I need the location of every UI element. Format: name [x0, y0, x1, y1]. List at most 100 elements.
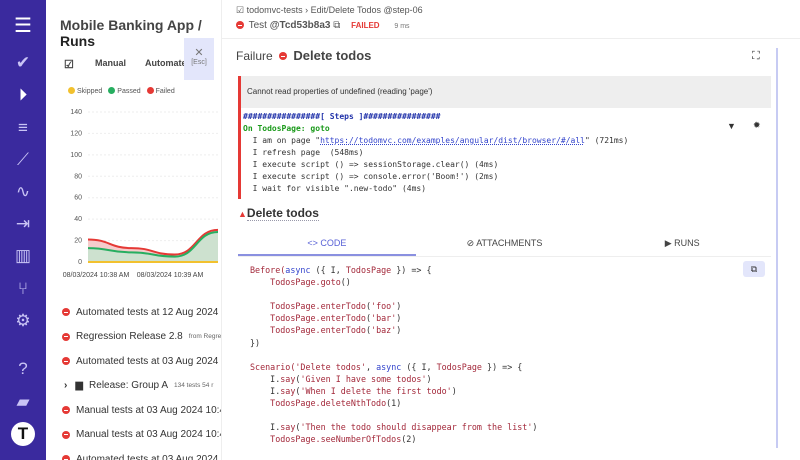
code-token: Before(: [250, 265, 286, 275]
run-item[interactable]: Automated tests at 12 Aug 2024 05: [62, 300, 221, 325]
runs-chart: 0 20 40 60 80 100 120 140 08/03/2024 10:38 AM 08/…: [63, 109, 219, 279]
x-tick-label: 08/03/2024 10:39 AM: [137, 272, 204, 279]
code-token: (: [365, 301, 372, 312]
failed-icon: [62, 406, 70, 415]
run-item[interactable]: Automated tests at 03 Aug 2024 10: [62, 447, 221, 460]
code-token: (2): [401, 434, 417, 445]
code-block: Before(async ({ I, TodosPage }) => { Tod…: [250, 264, 537, 445]
steps-log: ################[ Steps ]###############…: [241, 108, 771, 198]
step-group: On TodosPage: goto: [243, 124, 330, 133]
code-token: I.: [250, 385, 281, 396]
chevron-right-icon[interactable]: ›: [64, 380, 68, 392]
tab-automated[interactable]: Automated: [145, 58, 192, 68]
run-item[interactable]: › ▆ Release: Group A 134 tests 54 r: [62, 374, 221, 399]
close-icon: ✕: [194, 47, 204, 59]
step-line: I execute script () => console.error('Bo…: [243, 172, 499, 181]
scrollbar[interactable]: [776, 48, 778, 448]
pulse-icon[interactable]: ∿: [15, 182, 31, 201]
code-token: ): [396, 313, 402, 324]
play-icon: ▶: [664, 238, 672, 248]
run-item[interactable]: Manual tests at 03 Aug 2024 10:43: [62, 398, 221, 423]
code-token: (: [365, 325, 372, 336]
code-token: }) => {: [391, 265, 432, 275]
code-token: (: [295, 373, 301, 384]
menu-icon[interactable]: ☰: [14, 15, 32, 37]
code-token: 'Then the todo should disappear from the…: [300, 422, 533, 433]
run-item[interactable]: Manual tests at 03 Aug 2024 10:42: [62, 423, 222, 448]
code-token: (: [365, 313, 372, 324]
breadcrumb-suite[interactable]: todomvc-tests: [246, 5, 303, 15]
copy-icon[interactable]: ⧉: [333, 20, 341, 31]
steps-icon[interactable]: ⟋: [17, 150, 29, 169]
code-token: 'foo': [371, 301, 397, 312]
suite-icon: ☑: [236, 5, 245, 15]
analytics-icon[interactable]: ▥: [14, 246, 32, 265]
gear-icon[interactable]: ⚙: [15, 311, 31, 330]
tab-runs[interactable]: ▶ RUNS: [664, 238, 700, 248]
code-token: TodosPage.seeNumberOfTodos: [250, 434, 402, 445]
tab-code[interactable]: <> CODE: [238, 233, 416, 256]
folder-icon: ▆: [75, 380, 84, 392]
test-title: ▲Delete todos: [238, 206, 319, 221]
page-title: Mobile Banking App / Runs: [60, 17, 202, 49]
step-line: I refresh page (548ms): [243, 148, 364, 157]
code-token: 'When I delete the first todo': [300, 385, 452, 396]
x-tick-label: 08/03/2024 10:38 AM: [63, 272, 130, 279]
code-token: I.: [250, 373, 281, 384]
code-token: Scenario(: [250, 361, 296, 372]
step-line: " (721ms): [584, 136, 629, 145]
bug-icon: ▲: [238, 209, 247, 219]
run-item[interactable]: Automated tests at 03 Aug 2024 10: [62, 349, 221, 374]
filter-icon[interactable]: ▼: [727, 121, 736, 131]
code-token: ,: [365, 361, 377, 372]
failed-icon: [62, 308, 70, 317]
folder-icon[interactable]: ▰: [16, 392, 30, 411]
code-token: 'Given I have some todos': [300, 373, 427, 384]
close-button[interactable]: ✕ [Esc]: [184, 38, 214, 80]
step-link[interactable]: https://todomvc.com/examples/angular/dis…: [320, 136, 585, 145]
code-token: I.: [250, 422, 281, 433]
run-label: Release: Group A: [89, 380, 168, 392]
code-token: ): [396, 301, 402, 312]
code-token: async: [285, 265, 311, 275]
y-tick-label: 20: [74, 238, 82, 245]
sidebar: ☰ ✔ ⏵ ≡ ⟋ ∿ ⇥ ▥ ⑂ ⚙ ? ▰ T: [0, 0, 46, 460]
runs-list: Automated tests at 12 Aug 2024 05 Regress…: [62, 300, 222, 460]
code-token: say: [280, 373, 296, 384]
y-tick-label: 120: [70, 130, 82, 137]
select-icon[interactable]: ☑: [64, 59, 74, 71]
failed-icon: [62, 455, 70, 460]
copy-code-button[interactable]: ⧉: [743, 261, 765, 277]
debug-icon[interactable]: ✹: [753, 120, 761, 130]
tab-manual[interactable]: Manual: [95, 58, 127, 68]
y-tick-label: 60: [74, 195, 82, 202]
fullscreen-icon[interactable]: ⛶: [752, 50, 760, 62]
code-token: }) => {: [481, 361, 523, 372]
code-token: }): [250, 337, 261, 348]
tab-attachments[interactable]: ⊘ ATTACHMENTS: [466, 238, 543, 248]
help-icon[interactable]: ?: [18, 359, 28, 378]
checklist-icon[interactable]: ≡: [18, 118, 28, 137]
play-circle-icon[interactable]: ⏵: [18, 85, 28, 104]
code-token: 'baz': [371, 325, 397, 336]
line-failed: [87, 228, 219, 256]
step-line: I wait for visible ".new-todo" (4ms): [243, 184, 427, 193]
code-token: ): [451, 385, 457, 396]
y-tick-label: 80: [74, 173, 82, 180]
code-token: 'Delete todos': [295, 361, 366, 372]
run-meta: 134 tests 54 r: [173, 382, 214, 390]
check-icon[interactable]: ✔: [15, 53, 31, 72]
avatar[interactable]: T: [11, 422, 35, 446]
run-item[interactable]: Regression Release 2.8 from Regressi: [62, 325, 221, 350]
legend-passed: Passed: [108, 87, 141, 95]
code-token: TodosPage.enterTodo: [250, 301, 366, 312]
code-token: ({ I,: [401, 361, 437, 372]
run-label: Regression Release 2.8: [76, 331, 183, 343]
duration: 9 ms: [394, 23, 410, 30]
import-icon[interactable]: ⇥: [15, 214, 31, 233]
run-label: Manual tests at 03 Aug 2024 10:42: [76, 429, 222, 441]
step-line: I execute script () => sessionStorage.cl…: [243, 160, 499, 169]
code-token: TodosPage.deleteNthTodo: [250, 398, 387, 409]
code-token: ({ I,: [310, 265, 346, 275]
branch-icon[interactable]: ⑂: [17, 279, 29, 298]
